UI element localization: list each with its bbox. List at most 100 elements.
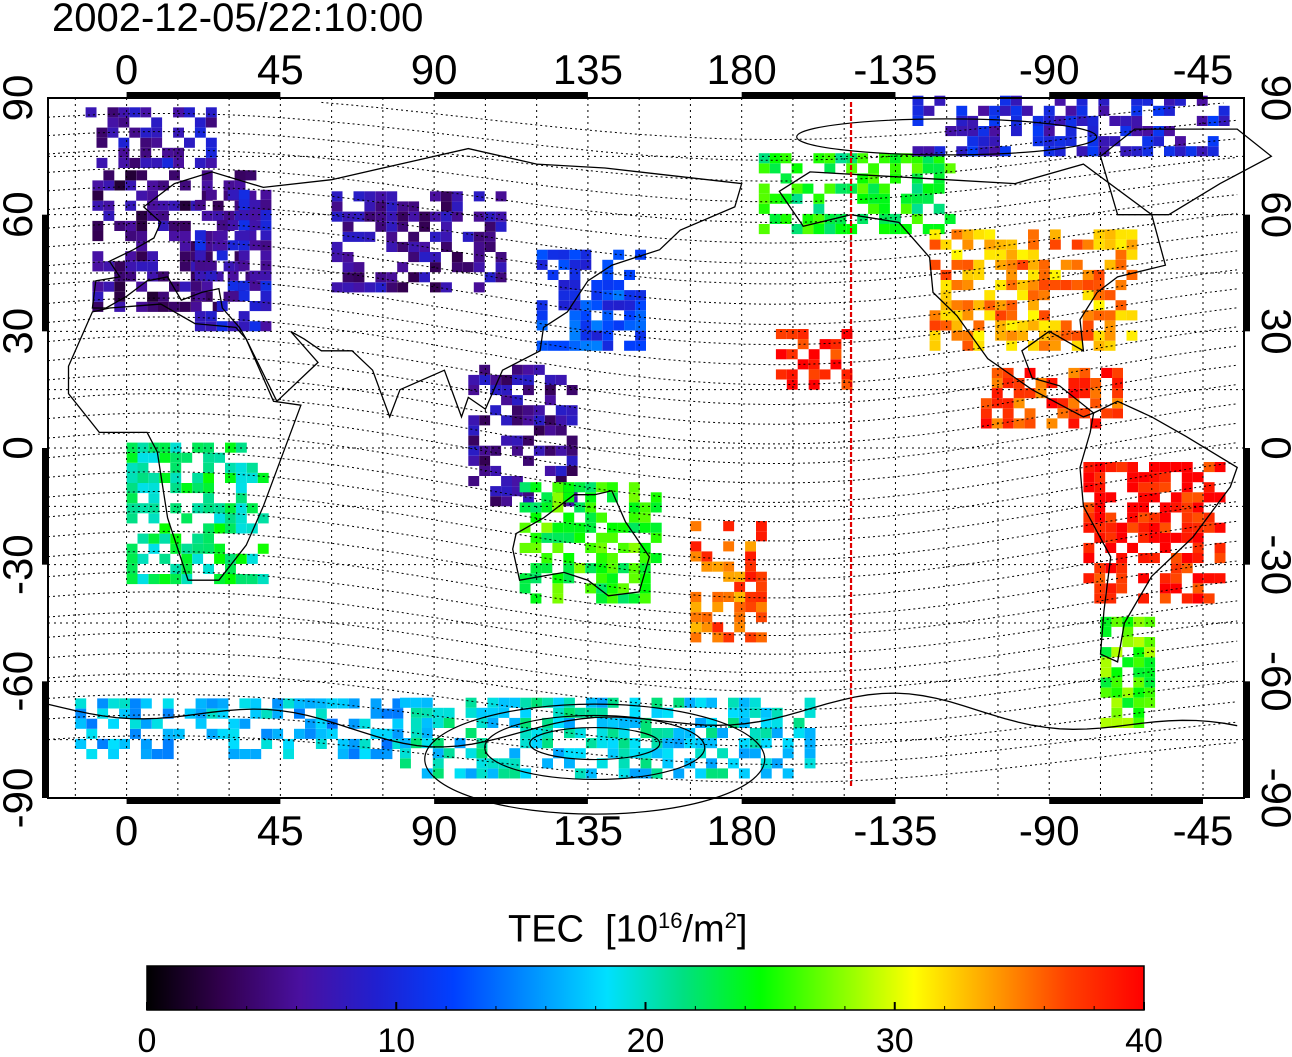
tec-cell — [563, 522, 575, 533]
tec-cell — [1065, 115, 1077, 126]
tec-cell — [1127, 512, 1138, 523]
tec-cell — [552, 522, 564, 533]
tec-cell — [1057, 398, 1069, 409]
tec-cell — [651, 707, 663, 718]
tec-cell — [476, 768, 488, 779]
tec-cell — [585, 768, 597, 779]
tec-cell — [519, 542, 531, 553]
tec-cell — [1181, 553, 1193, 564]
tec-cell — [130, 708, 141, 719]
tec-cell — [206, 698, 218, 709]
lon-tick-bottom: -90 — [1019, 807, 1080, 854]
tec-cell — [158, 301, 169, 312]
tec-cell — [967, 146, 979, 157]
tec-cell — [294, 698, 305, 709]
tec-cell — [225, 553, 236, 564]
tec-cell — [1116, 462, 1128, 473]
tec-cell — [1214, 462, 1226, 473]
tec-cell — [1112, 408, 1123, 419]
tec-cell — [640, 728, 652, 739]
tec-cell — [331, 211, 343, 222]
tec-cell — [967, 126, 979, 137]
tec-cell — [228, 718, 240, 729]
tec-cell — [1094, 462, 1106, 473]
tec-cell — [1104, 290, 1116, 301]
tec-cell — [628, 482, 640, 493]
tec-cell — [628, 563, 640, 574]
tec-cell — [585, 707, 597, 718]
tec-cell — [194, 321, 206, 332]
tec-cell — [628, 492, 640, 503]
tec-cell — [1049, 320, 1061, 331]
tec-cell — [108, 718, 119, 729]
tec-cell — [181, 574, 193, 585]
tec-cell — [246, 472, 258, 483]
tec-cell — [628, 573, 640, 584]
tec-cell — [214, 553, 225, 564]
tec-cell — [97, 698, 109, 709]
tec-cell — [170, 533, 182, 544]
tec-cell — [421, 697, 433, 708]
lat-tick-left: 90 — [0, 75, 41, 122]
tec-cell — [1111, 667, 1123, 678]
tec-cell — [147, 301, 158, 312]
tec-cell — [118, 107, 130, 118]
tec-cell — [392, 698, 404, 709]
tec-cell — [203, 533, 214, 544]
tec-cell — [684, 728, 696, 739]
tec-cell — [473, 252, 485, 263]
tec-cell — [126, 553, 138, 564]
tec-cell — [227, 280, 239, 291]
tec-cell — [706, 728, 717, 739]
tec-cell — [1100, 717, 1112, 728]
tec-cell — [194, 270, 206, 281]
tec-cell — [1170, 502, 1182, 513]
tec-cell — [940, 269, 952, 280]
tec-cell — [756, 632, 767, 643]
tec-cell — [791, 224, 803, 235]
tec-cell — [1159, 482, 1171, 493]
contour-ellipse-south — [529, 726, 661, 761]
tec-cell — [911, 183, 923, 194]
tec-cell — [728, 697, 739, 708]
tec-cell — [501, 385, 512, 396]
tec-cell — [830, 349, 842, 360]
tec-cell — [769, 213, 781, 224]
tec-cell — [140, 698, 152, 709]
tec-cell — [484, 221, 496, 232]
tec-cell — [421, 717, 433, 728]
tec-cell — [203, 472, 214, 483]
tec-cell — [201, 180, 213, 191]
tec-cell — [181, 513, 193, 524]
tec-cell — [580, 340, 592, 351]
tec-cell — [257, 513, 269, 524]
tec-cell — [119, 708, 130, 719]
tec-cell — [238, 220, 250, 231]
tec-cell — [1142, 95, 1154, 106]
tec-cell — [690, 551, 702, 562]
tec-cell — [1094, 492, 1106, 503]
tec-cell — [1159, 502, 1171, 513]
tec-cell — [201, 231, 213, 242]
tec-cell — [337, 749, 349, 760]
tec-cell — [148, 574, 160, 585]
tec-cell — [1133, 687, 1145, 698]
tec-cell — [181, 452, 193, 463]
tec-cell — [203, 563, 214, 574]
tec-cell — [690, 521, 702, 532]
tec-cell — [159, 574, 171, 585]
tec-cell — [1127, 482, 1138, 493]
tec-cell — [136, 210, 148, 221]
tec-cell — [1138, 502, 1149, 513]
tec-cell — [940, 320, 952, 331]
tec-cell — [1100, 647, 1112, 658]
contour-line — [47, 652, 1238, 711]
tec-cell — [501, 476, 512, 487]
tec-cell — [468, 445, 480, 456]
tec-cell — [662, 748, 674, 759]
tec-cell — [235, 523, 247, 534]
tec-cell — [159, 533, 171, 544]
tec-cell — [238, 250, 250, 261]
tec-cell — [348, 718, 360, 729]
tec-cell — [227, 189, 239, 200]
